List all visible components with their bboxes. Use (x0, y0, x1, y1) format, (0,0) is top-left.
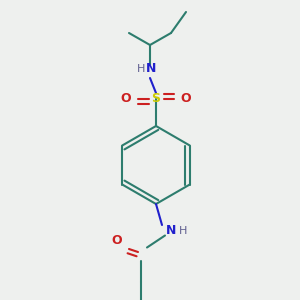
Text: N: N (146, 62, 157, 76)
Text: H: H (137, 64, 145, 74)
Text: N: N (166, 224, 176, 238)
Text: H: H (179, 226, 187, 236)
Text: S: S (152, 92, 160, 106)
Text: O: O (181, 92, 191, 106)
Text: O: O (112, 233, 122, 247)
Text: O: O (121, 92, 131, 106)
